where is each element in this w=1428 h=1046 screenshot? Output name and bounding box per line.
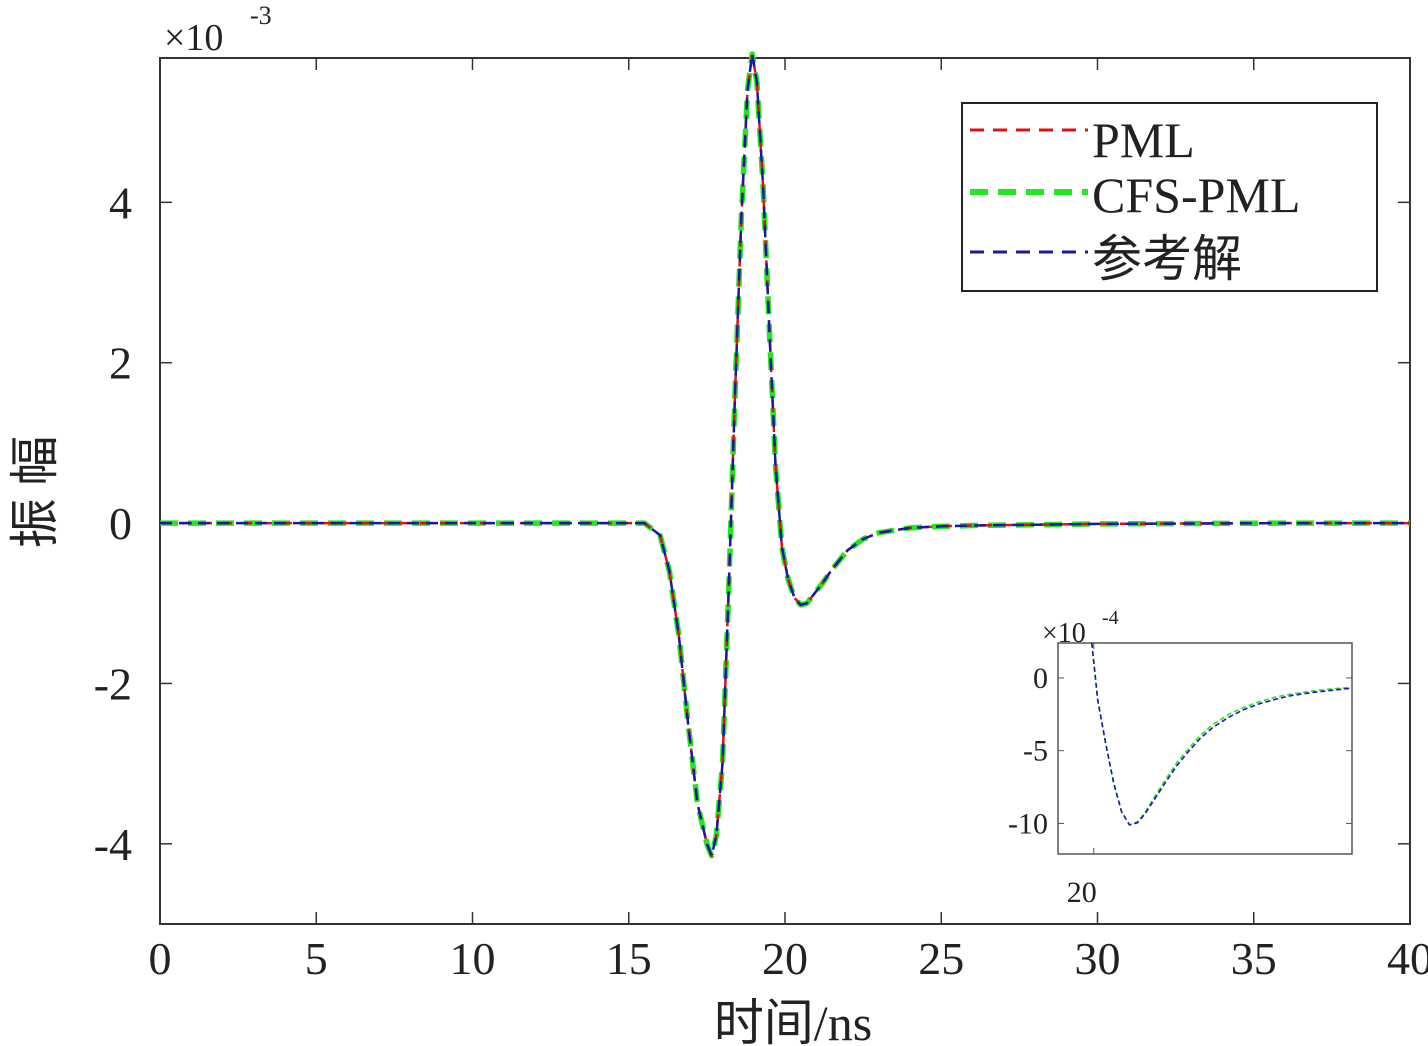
y-axis-label: 振 幅 bbox=[7, 436, 63, 549]
y-tick-label: -2 bbox=[94, 658, 132, 709]
inset-y-scale-base: ×10 bbox=[1042, 618, 1086, 649]
inset-y-scale-exponent: -4 bbox=[1102, 607, 1119, 629]
inset-series-line-blue bbox=[1091, 642, 1353, 826]
x-tick-label: 25 bbox=[918, 933, 964, 984]
legend-label-pml: PML bbox=[1092, 112, 1195, 168]
inset-y-tick-label: -5 bbox=[1023, 735, 1048, 768]
y-tick-label: -4 bbox=[94, 819, 132, 870]
y-tick-label: 2 bbox=[109, 338, 132, 389]
series-line-reference bbox=[160, 52, 1410, 858]
main-y-ticks: -4 -2 0 2 4 bbox=[94, 177, 1410, 870]
y-tick-label: 0 bbox=[109, 498, 132, 549]
inset-chart: -10 -5 0 20 ×10 -4 bbox=[1008, 607, 1353, 909]
x-axis-label: 时间/ns bbox=[714, 995, 872, 1046]
legend-label-cfs-pml: CFS-PML bbox=[1092, 167, 1300, 223]
x-tick-label: 10 bbox=[450, 933, 496, 984]
y-tick-label: 4 bbox=[109, 177, 132, 228]
x-tick-label: 15 bbox=[606, 933, 652, 984]
x-tick-label: 20 bbox=[762, 933, 808, 984]
legend-label-reference: 参考解 bbox=[1092, 231, 1242, 287]
inset-plot-frame bbox=[1057, 642, 1353, 855]
x-tick-label: 40 bbox=[1387, 933, 1428, 984]
main-series-group bbox=[160, 51, 1410, 859]
main-y-scale-exponent: -3 bbox=[250, 1, 272, 30]
inset-series-group bbox=[1091, 642, 1353, 826]
x-tick-label: 5 bbox=[305, 933, 328, 984]
inset-y-tick-label: 0 bbox=[1033, 662, 1048, 695]
legend: PML CFS-PML 参考解 bbox=[961, 102, 1378, 292]
main-y-scale-base: ×10 bbox=[164, 17, 223, 59]
legend-box bbox=[961, 102, 1378, 292]
inset-x-tick-label: 20 bbox=[1067, 876, 1097, 909]
main-chart: 0 5 10 15 20 25 30 35 40 -4 -2 0 2 4 ×10 -3 时间/ns 振 … bbox=[7, 1, 1428, 1046]
x-tick-label: 35 bbox=[1231, 933, 1277, 984]
main-x-ticks: 0 5 10 15 20 25 30 35 40 bbox=[149, 58, 1428, 984]
x-tick-label: 30 bbox=[1075, 933, 1121, 984]
inset-ticks: -10 -5 0 20 bbox=[1008, 643, 1352, 909]
inset-y-tick-label: -10 bbox=[1008, 807, 1048, 840]
x-tick-label: 0 bbox=[149, 933, 172, 984]
